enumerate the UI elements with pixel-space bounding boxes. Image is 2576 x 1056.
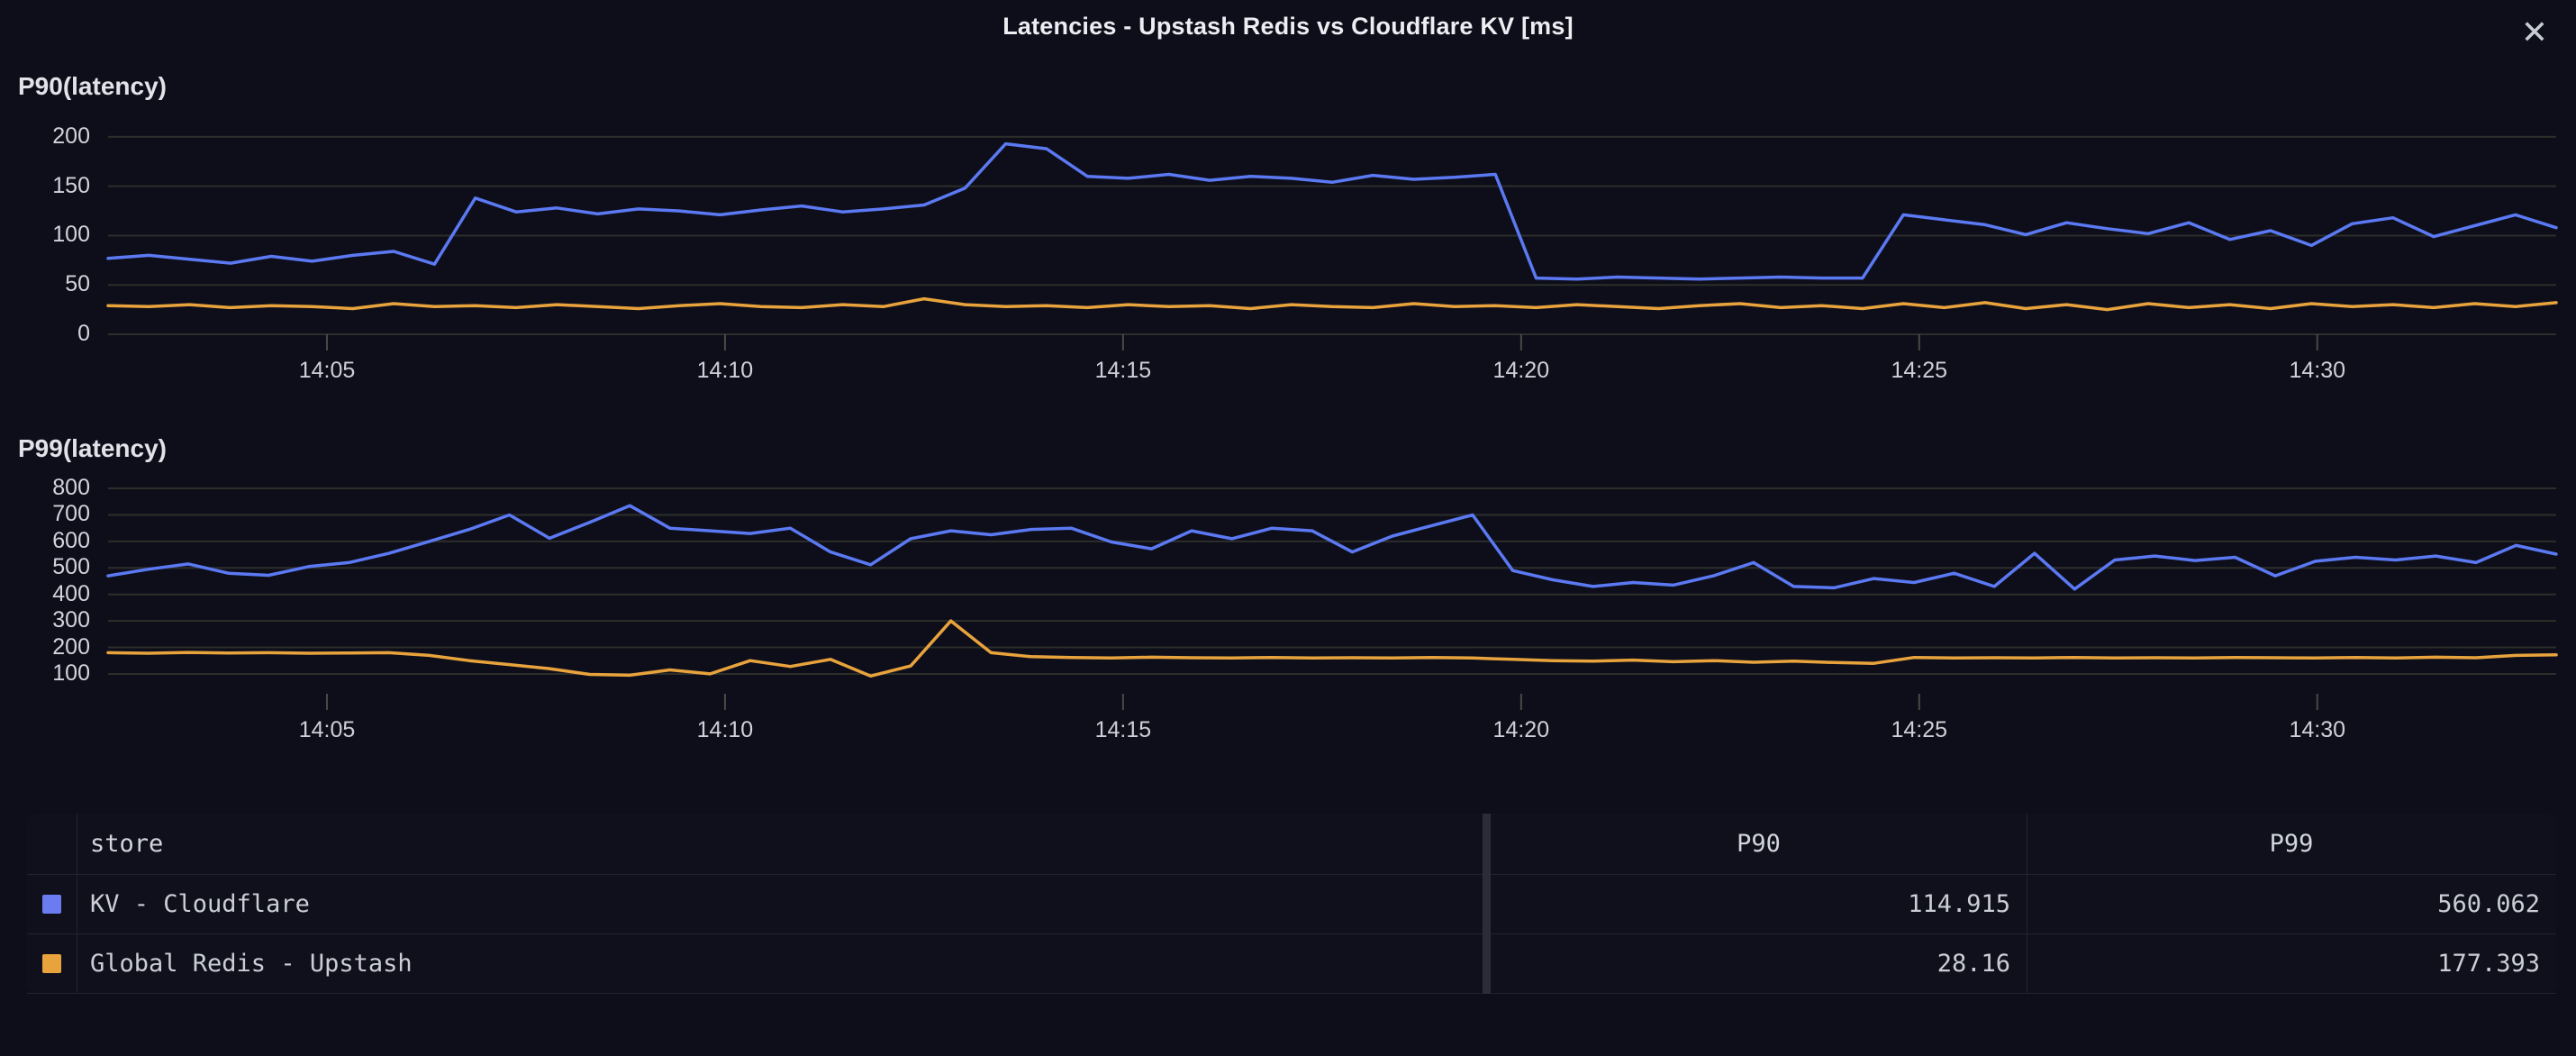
latency-table: store P90 P99 KV - Cloudflare 114.915 56… — [27, 814, 2556, 994]
table-row[interactable]: KV - Cloudflare 114.915 560.062 — [27, 875, 2556, 934]
y-tick-label: 0 — [77, 321, 90, 346]
p90-value: 28.16 — [1937, 950, 2010, 978]
p99-value: 560.062 — [2437, 890, 2540, 918]
x-tick-label: 14:05 — [298, 717, 356, 742]
x-tick-label: 14:25 — [1891, 358, 1948, 383]
x-tick-label: 14:10 — [696, 358, 754, 383]
chart-title-p99: P99(latency) — [18, 434, 167, 462]
x-tick-label: 14:20 — [1492, 358, 1550, 383]
col-header-p99[interactable]: P99 — [2269, 830, 2314, 858]
y-tick-label: 500 — [52, 554, 90, 580]
x-tick-label: 14:10 — [696, 717, 754, 742]
x-tick-label: 14:25 — [1891, 717, 1948, 742]
y-tick-label: 600 — [52, 527, 90, 553]
p99-value: 177.393 — [2437, 950, 2540, 978]
column-resize-divider[interactable] — [1483, 814, 1491, 994]
store-name: Global Redis - Upstash — [90, 950, 413, 978]
x-tick-label: 14:20 — [1492, 717, 1550, 742]
y-tick-label: 800 — [52, 475, 90, 501]
panel-title: Latencies - Upstash Redis vs Cloudflare … — [1002, 13, 1574, 40]
x-tick-label: 14:15 — [1094, 717, 1152, 742]
y-tick-label: 700 — [52, 501, 90, 527]
series-line-global-redis-upstash — [106, 296, 2558, 312]
series-swatch-upstash — [42, 954, 61, 973]
table-row[interactable]: Global Redis - Upstash 28.16 177.393 — [27, 934, 2556, 994]
close-icon[interactable]: ✕ — [2513, 11, 2556, 54]
series-swatch-cloudflare — [42, 895, 61, 914]
col-header-p90[interactable]: P90 — [1737, 830, 1781, 858]
y-tick-label: 200 — [52, 123, 90, 149]
x-tick-label: 14:05 — [298, 358, 356, 383]
series-line-kv-cloudflare — [106, 141, 2558, 281]
x-tick-label: 14:30 — [2289, 717, 2345, 742]
y-tick-label: 100 — [52, 660, 90, 686]
chart-plot-area — [106, 135, 2558, 350]
series-line-kv-cloudflare — [106, 504, 2558, 591]
chart-plot-area — [106, 487, 2558, 710]
y-tick-label: 300 — [52, 607, 90, 633]
series-line-global-redis-upstash — [106, 619, 2558, 678]
col-header-store[interactable]: store — [90, 830, 164, 858]
store-name: KV - Cloudflare — [90, 890, 310, 918]
x-tick-label: 14:15 — [1094, 358, 1152, 383]
table-header-row: store P90 P99 — [27, 814, 2556, 875]
y-tick-label: 100 — [52, 222, 90, 248]
y-tick-label: 200 — [52, 633, 90, 660]
p90-value: 114.915 — [1908, 890, 2010, 918]
y-tick-label: 150 — [52, 172, 90, 198]
x-tick-label: 14:30 — [2289, 358, 2345, 383]
y-tick-label: 400 — [52, 580, 90, 606]
chart-title-p90: P90(latency) — [18, 72, 167, 100]
y-tick-label: 50 — [65, 271, 90, 297]
